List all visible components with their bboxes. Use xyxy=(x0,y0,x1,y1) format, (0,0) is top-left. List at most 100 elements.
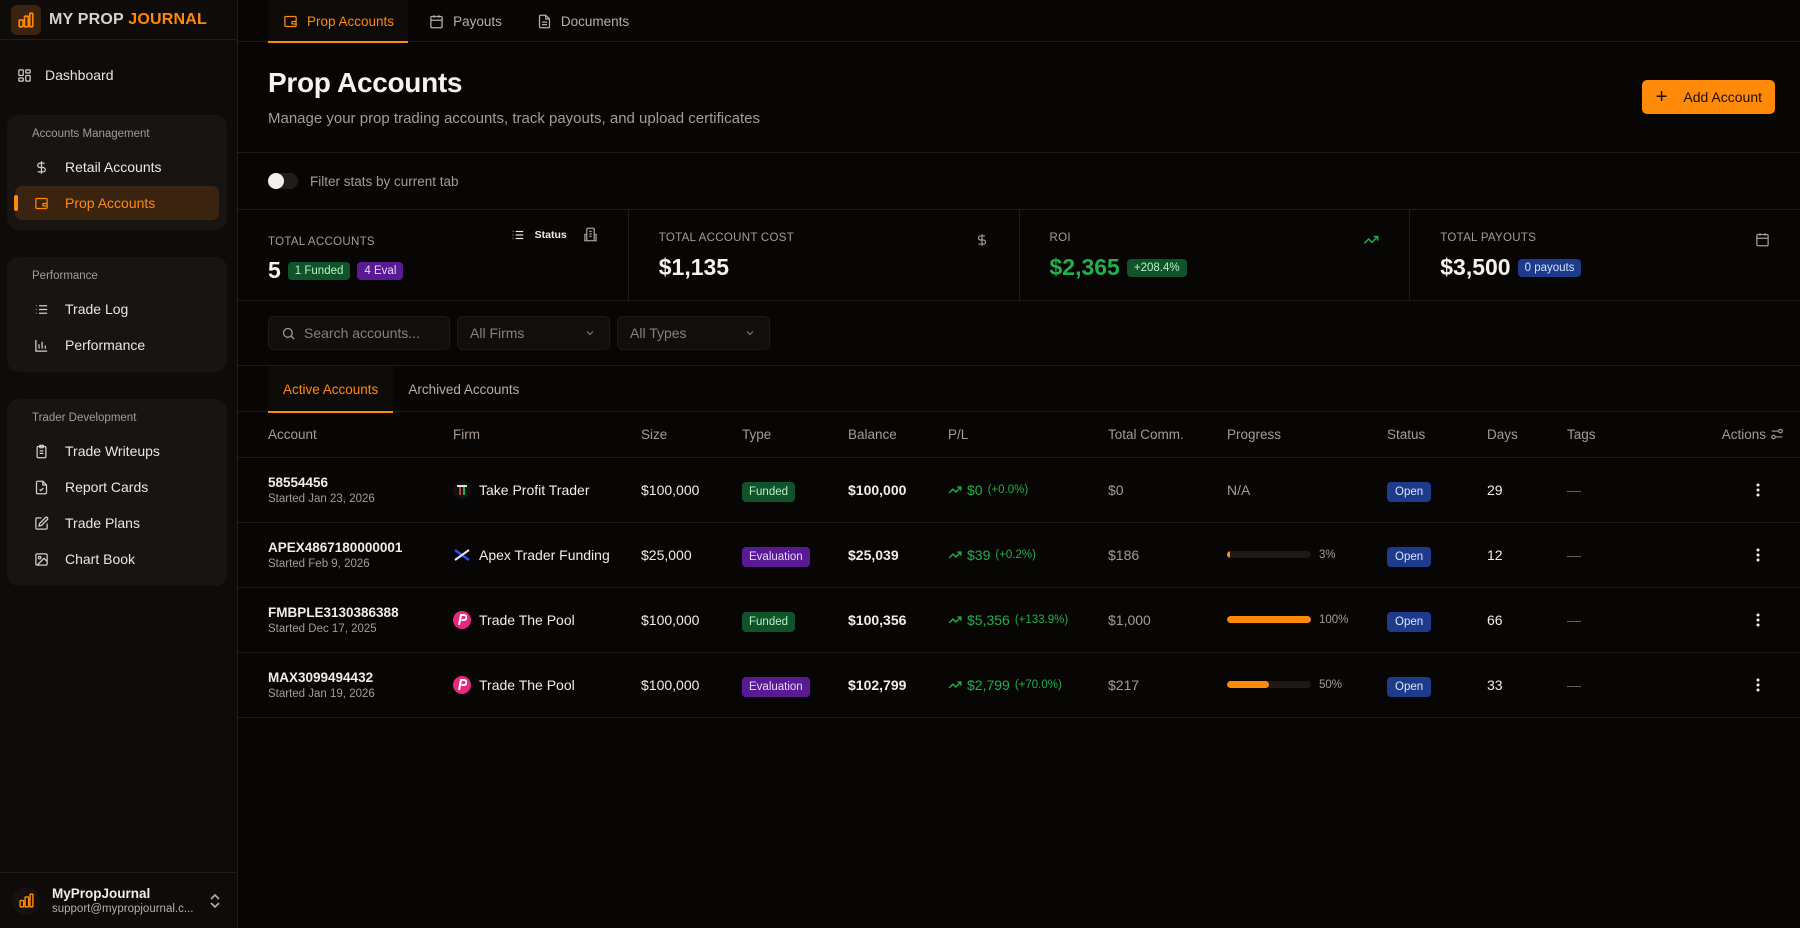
sidebar-item-report-cards[interactable]: Report Cards xyxy=(15,470,219,504)
more-actions-icon[interactable] xyxy=(1746,548,1770,562)
sidebar-item-trade-log[interactable]: Trade Log xyxy=(15,292,219,326)
column-header-pl[interactable]: P/L xyxy=(948,412,1108,458)
sidebar-item-trade-writeups[interactable]: Trade Writeups xyxy=(15,434,219,468)
page-title: Prop Accounts xyxy=(268,67,463,98)
sidebar-item-performance[interactable]: Performance xyxy=(15,328,219,362)
column-header-total-comm[interactable]: Total Comm. xyxy=(1108,412,1227,458)
firm-name: Trade The Pool xyxy=(479,676,575,693)
tab-prop-accounts[interactable]: Prop Accounts xyxy=(268,0,409,43)
more-actions-icon[interactable] xyxy=(1746,678,1770,692)
tab-documents[interactable]: Documents xyxy=(522,0,643,42)
sidebar-item-trade-plans[interactable]: Trade Plans xyxy=(15,506,219,540)
stat-value: 5 xyxy=(268,257,281,283)
tab-label: Payouts xyxy=(453,13,502,29)
filter-stats-row: Filter stats by current tab xyxy=(238,153,1800,210)
account-start-date: Started Jan 23, 2026 xyxy=(268,492,375,505)
dollar-icon xyxy=(33,159,49,175)
trending-up-icon xyxy=(948,613,962,627)
column-settings-icon[interactable] xyxy=(1770,427,1800,441)
column-header-status[interactable]: Status xyxy=(1387,412,1487,458)
brand[interactable]: MY PROP JOURNAL xyxy=(0,0,237,40)
account-size: $100,000 xyxy=(641,457,742,523)
type-filter-select[interactable]: All Types xyxy=(617,316,770,350)
sidebar-item-retail-accounts[interactable]: Retail Accounts xyxy=(15,150,219,184)
brand-name: MY PROP JOURNAL xyxy=(49,10,208,28)
table-row[interactable]: FMBPLE3130386388 Started Dec 17, 2025 Tr… xyxy=(238,587,1800,653)
tab-archived-accounts[interactable]: Archived Accounts xyxy=(408,381,520,397)
table-row[interactable]: 58554456 Started Jan 23, 2026 Take Profi… xyxy=(238,457,1800,523)
sidebar-item-prop-accounts[interactable]: Prop Accounts xyxy=(14,186,219,220)
sidebar-item-label: Retail Accounts xyxy=(65,159,162,175)
column-header-firm[interactable]: Firm xyxy=(453,412,641,458)
search-field[interactable] xyxy=(268,316,450,350)
firm-name: Take Profit Trader xyxy=(479,481,590,498)
column-header-balance[interactable]: Balance xyxy=(848,412,948,458)
column-header-progress[interactable]: Progress xyxy=(1227,412,1387,458)
more-actions-icon[interactable] xyxy=(1746,483,1770,497)
filter-stats-toggle[interactable] xyxy=(268,173,298,189)
edit-icon xyxy=(33,515,49,531)
type-filter-value: All Types xyxy=(630,325,687,341)
stat-label: Total Payouts xyxy=(1440,232,1537,244)
trending-up-icon xyxy=(948,483,962,497)
list-icon xyxy=(511,228,525,242)
column-header-account[interactable]: Account xyxy=(238,412,453,458)
group-title: Trader Development xyxy=(32,412,137,424)
stat-roi: ROI $2,365 +208.4% xyxy=(1020,210,1411,300)
days-count: 33 xyxy=(1487,652,1567,718)
list-icon xyxy=(33,301,49,317)
column-header-size[interactable]: Size xyxy=(641,412,742,458)
sidebar-item-label: Trade Log xyxy=(65,301,129,317)
status-tool-label: Status xyxy=(534,228,567,241)
column-header-type[interactable]: Type xyxy=(742,412,848,458)
avatar xyxy=(12,886,40,915)
firm-filter-select[interactable]: All Firms xyxy=(457,316,610,350)
days-count: 29 xyxy=(1487,457,1567,523)
sidebar-item-chart-book[interactable]: Chart Book xyxy=(15,542,219,576)
account-id: 58554456 xyxy=(268,474,329,490)
sidebar-item-label: Performance xyxy=(65,337,146,353)
add-account-button[interactable]: + Add Account xyxy=(1641,80,1775,114)
pl-percent: (+0.0%) xyxy=(987,483,1029,496)
search-input[interactable] xyxy=(304,325,444,341)
payouts-count-badge: 0 payouts xyxy=(1517,258,1582,277)
funded-count-badge: 1 Funded xyxy=(287,261,351,280)
pl-value: $2,799 xyxy=(967,676,1010,693)
tab-payouts[interactable]: Payouts xyxy=(414,0,516,42)
sidebar-item-dashboard[interactable]: Dashboard xyxy=(0,59,237,91)
trending-up-icon xyxy=(1363,232,1379,248)
user-menu[interactable]: MyPropJournal support@mypropjournal.c... xyxy=(0,872,237,928)
calendar-icon xyxy=(1755,232,1770,247)
trade-the-pool-logo-icon xyxy=(453,610,471,629)
stat-total-payouts: Total Payouts $3,500 0 payouts xyxy=(1410,210,1800,300)
chevrons-up-down-icon[interactable] xyxy=(209,893,221,909)
stat-total-account-cost: Total Account Cost $1,135 xyxy=(629,210,1020,300)
pl-percent: (+70.0%) xyxy=(1014,678,1062,691)
firm-filter-value: All Firms xyxy=(470,325,525,341)
page-subtitle: Manage your prop trading accounts, track… xyxy=(268,110,760,127)
table-row[interactable]: APEX4867180000001 Started Feb 9, 2026 Ap… xyxy=(238,522,1800,588)
status-badge: Open xyxy=(1387,546,1432,567)
chevron-down-icon xyxy=(584,327,596,339)
column-header-days[interactable]: Days xyxy=(1487,412,1567,458)
table-row[interactable]: MAX3099494432 Started Jan 19, 2026 Trade… xyxy=(238,652,1800,718)
page-header: Prop Accounts Manage your prop trading a… xyxy=(238,42,1800,153)
pl-value: $5,356 xyxy=(967,611,1010,628)
stat-label: Total Accounts xyxy=(268,236,375,248)
trending-up-icon xyxy=(948,548,962,562)
group-by-status-button[interactable]: Status xyxy=(511,228,567,242)
building-icon[interactable] xyxy=(583,227,598,242)
tags: — xyxy=(1567,587,1667,653)
account-size: $100,000 xyxy=(641,652,742,718)
chevron-down-icon xyxy=(744,327,756,339)
user-email: support@mypropjournal.c... xyxy=(52,903,194,915)
dollar-icon xyxy=(975,232,989,248)
account-tabs: Active Accounts Archived Accounts xyxy=(238,366,1800,413)
account-start-date: Started Jan 19, 2026 xyxy=(268,687,375,700)
column-header-tags[interactable]: Tags xyxy=(1567,412,1667,458)
sidebar-group-accounts: Accounts Management Retail Accounts Prop… xyxy=(7,115,227,230)
more-actions-icon[interactable] xyxy=(1746,613,1770,627)
tab-active-accounts[interactable]: Active Accounts xyxy=(268,366,394,413)
sidebar-group-performance: Performance Trade Log Performance xyxy=(7,257,227,372)
stat-value: $2,365 xyxy=(1049,254,1120,280)
